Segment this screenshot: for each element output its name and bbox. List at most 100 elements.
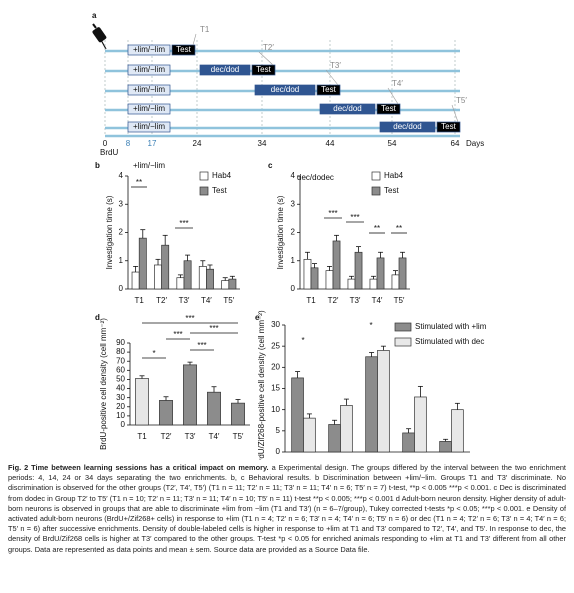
bar [414, 396, 427, 453]
significance-mark: ** [136, 178, 142, 187]
session-box [171, 44, 196, 56]
bar [340, 405, 353, 453]
day-label: 64 [451, 139, 460, 148]
x-tick-label: T5′ [446, 459, 457, 460]
y-tick-label: 0 [119, 284, 124, 293]
x-tick-label: T4′ [409, 459, 420, 460]
y-tick-label: 1 [119, 256, 124, 265]
legend-label: Hab4 [384, 171, 404, 180]
session-box [436, 121, 461, 133]
day-unit: Days [466, 139, 484, 148]
y-axis-label: Investigation time (s) [276, 195, 285, 269]
y-tick-label: 2 [291, 228, 296, 237]
y-tick-label: 5 [276, 426, 281, 435]
legend-swatch [199, 171, 209, 181]
bar [391, 274, 400, 290]
injection-label: BrdU [100, 148, 118, 157]
x-tick-label: T1 [135, 296, 145, 305]
y-tick-label: 3 [291, 199, 296, 208]
x-tick-label: T2′ [328, 296, 339, 305]
bar [291, 377, 304, 453]
session-label: +lim/−lim [133, 122, 165, 131]
y-tick-label: 50 [116, 375, 125, 384]
y-tick-label: 20 [116, 402, 125, 411]
bar [365, 356, 378, 453]
bar [354, 251, 363, 290]
legend-swatch [394, 322, 412, 332]
y-tick-label: 0 [276, 447, 281, 456]
bar [376, 257, 385, 290]
marker-guide [192, 33, 197, 46]
bar [183, 260, 192, 290]
y-tick-label: 10 [116, 411, 125, 420]
bar [159, 400, 173, 426]
bar [332, 240, 341, 290]
significance-mark: *** [197, 341, 206, 350]
x-tick-label: T5′ [223, 296, 234, 305]
y-tick-label: 0 [121, 420, 126, 429]
legend-swatch [371, 186, 381, 196]
group-marker: T2′ [263, 43, 274, 52]
x-tick-label: T4′ [209, 432, 220, 441]
y-tick-label: 60 [116, 365, 125, 374]
day-label: 17 [148, 139, 157, 148]
significance-mark: *** [173, 330, 182, 339]
bar [303, 417, 316, 453]
significance-mark: * [369, 321, 372, 330]
bar [198, 266, 207, 290]
day-label: 34 [258, 139, 267, 148]
x-tick-label: T3′ [372, 459, 383, 460]
y-tick-label: 70 [116, 356, 125, 365]
panel-letter: c [268, 161, 273, 170]
significance-mark: *** [179, 219, 188, 228]
session-box [127, 121, 171, 133]
session-label: dec/dod [333, 104, 361, 113]
x-tick-label: T4′ [201, 296, 212, 305]
x-tick-label: T1 [306, 296, 316, 305]
x-tick-label: T3′ [350, 296, 361, 305]
legend-label: Stimulated with dec [415, 337, 484, 346]
y-axis-label: BrdU-positive cell density (cell mm⁻²) [99, 318, 108, 450]
panel-letter: b [95, 161, 100, 170]
x-tick-label: T2′ [161, 432, 172, 441]
x-tick-label: T2′ [335, 459, 346, 460]
panel-letter: d [95, 313, 100, 322]
significance-mark: ** [374, 224, 380, 233]
caption-title: Fig. 2 Time between learning sessions ha… [8, 463, 269, 472]
session-label: dec/dod [393, 122, 421, 131]
group-marker: T4′ [392, 79, 403, 88]
marker-guide [258, 51, 274, 66]
significance-mark: *** [350, 213, 359, 222]
session-label: +lim/−lim [133, 65, 165, 74]
bar [451, 409, 464, 453]
session-label: Test [256, 65, 271, 74]
x-tick-label: T5′ [233, 432, 244, 441]
session-box [127, 44, 171, 56]
session-label: dec/dod [271, 85, 299, 94]
session-label: +lim/−lim [133, 85, 165, 94]
figure-caption: Fig. 2 Time between learning sessions ha… [8, 463, 566, 589]
significance-mark: *** [209, 324, 218, 333]
session-label: +lim/−lim [133, 104, 165, 113]
session-label: Test [381, 104, 396, 113]
panel-title: +lim/−lim [133, 161, 165, 170]
bar [135, 378, 149, 426]
legend-label: Hab4 [212, 171, 232, 180]
panel-letter: a [92, 11, 97, 20]
session-box [127, 64, 171, 76]
x-tick-label: T1 [299, 459, 309, 460]
group-marker: T5′ [456, 96, 467, 105]
bar [138, 237, 147, 290]
y-tick-label: 90 [116, 338, 125, 347]
significance-mark: ** [396, 224, 402, 233]
bar [221, 280, 230, 290]
marker-guide [451, 104, 459, 123]
session-box [254, 84, 316, 96]
bar [325, 270, 334, 290]
session-label: Test [441, 122, 456, 131]
day-label: 8 [126, 139, 131, 148]
chart-panel: c dec/dodec Investigation time (s) 0 1 2 3 4 T1 T… [268, 161, 410, 305]
bar [183, 364, 197, 426]
day-label: 44 [326, 139, 335, 148]
